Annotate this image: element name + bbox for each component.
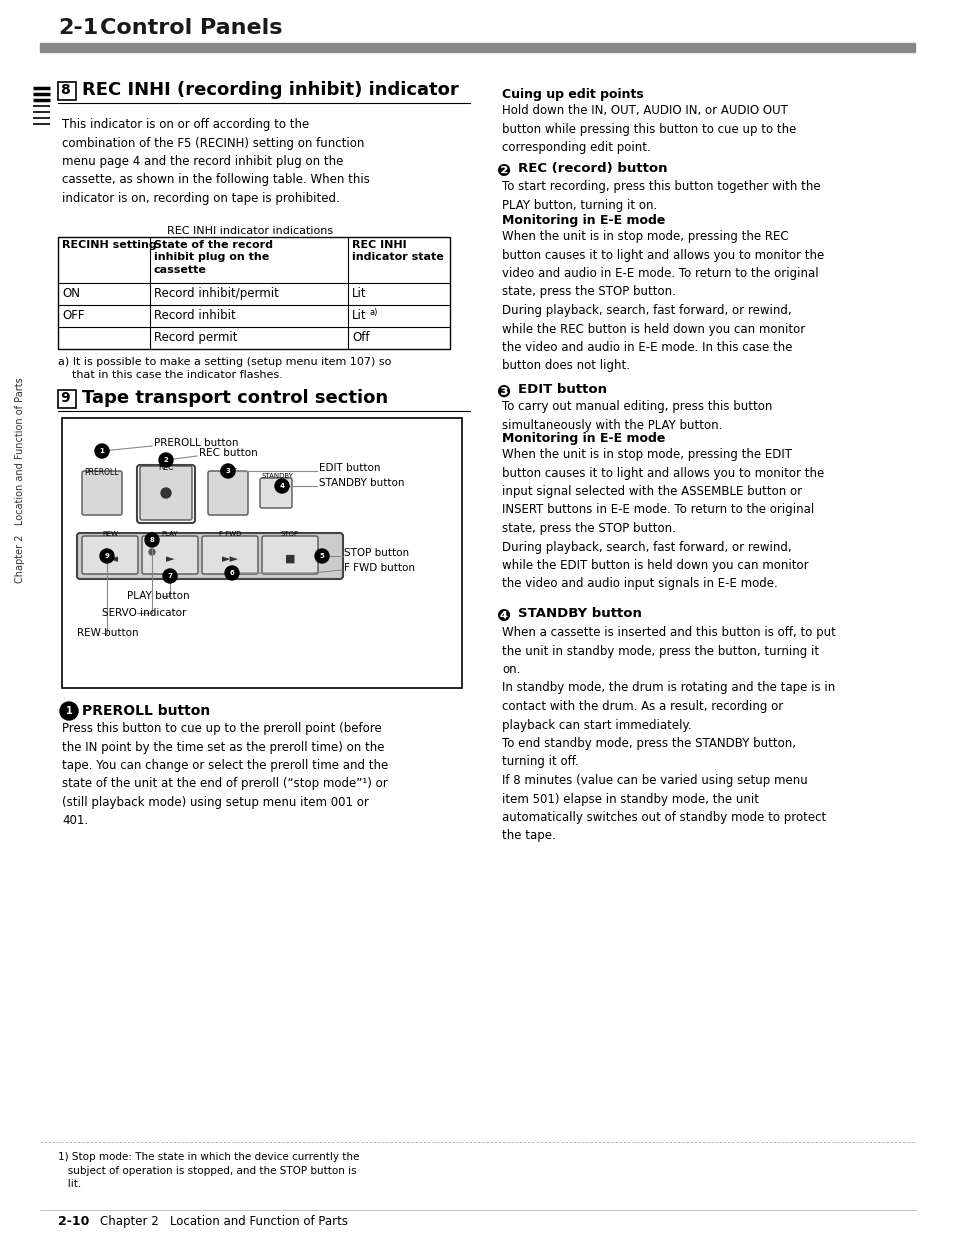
Text: 2: 2 [164, 457, 168, 463]
Text: REC INHI
indicator state: REC INHI indicator state [352, 240, 443, 262]
FancyBboxPatch shape [140, 466, 192, 520]
Text: Lit: Lit [352, 287, 366, 300]
Text: 6: 6 [230, 570, 234, 576]
Text: REC INHI (recording inhibit) indicator: REC INHI (recording inhibit) indicator [82, 81, 458, 100]
Text: a) It is possible to make a setting (setup menu item 107) so
    that in this ca: a) It is possible to make a setting (set… [58, 357, 391, 381]
Circle shape [159, 453, 172, 466]
FancyBboxPatch shape [208, 471, 248, 515]
Circle shape [221, 464, 234, 478]
Text: 5: 5 [319, 554, 324, 559]
Text: Monitoring in E-E mode: Monitoring in E-E mode [501, 432, 664, 445]
Text: Off: Off [352, 331, 369, 345]
Circle shape [100, 549, 113, 564]
Bar [40, 44, 914, 52]
Text: Chapter 2   Location and Function of Parts: Chapter 2 Location and Function of Parts [15, 377, 25, 583]
Text: Monitoring in E-E mode: Monitoring in E-E mode [501, 214, 664, 226]
Text: Chapter 2   Location and Function of Parts: Chapter 2 Location and Function of Parts [100, 1215, 348, 1228]
Text: ❸: ❸ [497, 383, 511, 401]
Circle shape [314, 549, 329, 564]
FancyBboxPatch shape [202, 536, 257, 573]
Text: OFF: OFF [62, 309, 85, 322]
Text: ON: ON [62, 287, 80, 300]
Text: Hold down the IN, OUT, AUDIO IN, or AUDIO OUT
button while pressing this button : Hold down the IN, OUT, AUDIO IN, or AUDI… [501, 104, 796, 154]
Circle shape [161, 488, 171, 498]
FancyBboxPatch shape [82, 536, 138, 573]
Text: REW: REW [102, 531, 118, 537]
Text: F FWD: F FWD [218, 531, 241, 537]
Text: 1: 1 [66, 707, 72, 717]
Text: REC: REC [158, 463, 173, 471]
FancyBboxPatch shape [260, 478, 292, 508]
Text: EDIT: EDIT [219, 468, 236, 476]
Text: REC (record) button: REC (record) button [517, 162, 667, 175]
Text: PREROLL: PREROLL [85, 468, 119, 476]
Text: When the unit is in stop mode, pressing the REC
button causes it to light and al: When the unit is in stop mode, pressing … [501, 230, 823, 372]
Text: PLAY: PLAY [161, 531, 178, 537]
Text: REW button: REW button [77, 628, 138, 638]
Text: a): a) [370, 309, 378, 317]
Text: STANDBY button: STANDBY button [318, 478, 404, 488]
Text: Record inhibit/permit: Record inhibit/permit [153, 287, 278, 300]
Text: To start recording, press this button together with the
PLAY button, turning it : To start recording, press this button to… [501, 180, 820, 211]
Text: State of the record
inhibit plug on the
cassette: State of the record inhibit plug on the … [153, 240, 273, 275]
FancyBboxPatch shape [77, 532, 343, 578]
Text: 8: 8 [150, 537, 154, 542]
Text: PREROLL button: PREROLL button [153, 438, 238, 448]
Text: PLAY button: PLAY button [127, 591, 190, 601]
Text: This indicator is on or off according to the
combination of the F5 (RECINH) sett: This indicator is on or off according to… [62, 118, 370, 205]
Text: 2-1: 2-1 [58, 17, 98, 39]
Text: EDIT button: EDIT button [318, 463, 380, 473]
Text: 2-10: 2-10 [58, 1215, 90, 1228]
Text: ►►: ►► [221, 554, 238, 564]
Circle shape [95, 444, 109, 458]
Text: Press this button to cue up to the preroll point (before
the IN point by the tim: Press this button to cue up to the prero… [62, 722, 388, 827]
Text: 8: 8 [60, 83, 70, 97]
Bar [58, 391, 76, 408]
Text: EDIT button: EDIT button [517, 383, 606, 396]
Bar [58, 238, 450, 350]
Circle shape [274, 479, 289, 493]
Text: Control Panels: Control Panels [100, 17, 282, 39]
Text: STANDBY button: STANDBY button [517, 607, 641, 620]
Circle shape [145, 532, 159, 547]
Text: REC INHI indicator indications: REC INHI indicator indications [167, 226, 333, 236]
Text: ■: ■ [284, 554, 294, 564]
Text: SERVO indicator: SERVO indicator [102, 608, 186, 618]
Text: Cuing up edit points: Cuing up edit points [501, 88, 643, 101]
Circle shape [149, 549, 154, 555]
Text: 9: 9 [60, 391, 70, 406]
Bar [58, 82, 76, 100]
Text: PREROLL button: PREROLL button [82, 704, 210, 718]
Text: 7: 7 [168, 573, 172, 578]
Text: ❷: ❷ [497, 162, 511, 180]
Circle shape [60, 702, 78, 720]
Text: Record inhibit: Record inhibit [153, 309, 235, 322]
Text: Tape transport control section: Tape transport control section [82, 389, 388, 407]
Text: STOP: STOP [280, 531, 298, 537]
Text: ►: ► [166, 554, 174, 564]
Text: F FWD button: F FWD button [344, 564, 415, 573]
Text: 4: 4 [279, 483, 284, 489]
Text: When the unit is in stop mode, pressing the EDIT
button causes it to light and a: When the unit is in stop mode, pressing … [501, 448, 823, 591]
Text: RECINH setting: RECINH setting [62, 240, 156, 250]
Text: 1: 1 [99, 448, 104, 454]
Text: STANDBY: STANDBY [262, 473, 294, 479]
Text: 1) Stop mode: The state in which the device currently the
   subject of operatio: 1) Stop mode: The state in which the dev… [58, 1152, 359, 1189]
Text: 3: 3 [225, 468, 231, 474]
Text: Record permit: Record permit [153, 331, 237, 345]
FancyBboxPatch shape [142, 536, 198, 573]
Text: ❹: ❹ [497, 607, 511, 624]
Text: 9: 9 [105, 554, 110, 559]
Circle shape [163, 569, 177, 583]
FancyBboxPatch shape [262, 536, 317, 573]
Text: ◄◄: ◄◄ [101, 554, 118, 564]
Text: REC button: REC button [199, 448, 257, 458]
Text: STOP button: STOP button [344, 549, 409, 559]
Circle shape [225, 566, 239, 580]
Text: When a cassette is inserted and this button is off, to put
the unit in standby m: When a cassette is inserted and this but… [501, 626, 835, 842]
Text: To carry out manual editing, press this button
simultaneously with the PLAY butt: To carry out manual editing, press this … [501, 401, 772, 432]
Bar [62, 418, 461, 688]
Text: Lit: Lit [352, 309, 366, 322]
FancyBboxPatch shape [82, 471, 122, 515]
